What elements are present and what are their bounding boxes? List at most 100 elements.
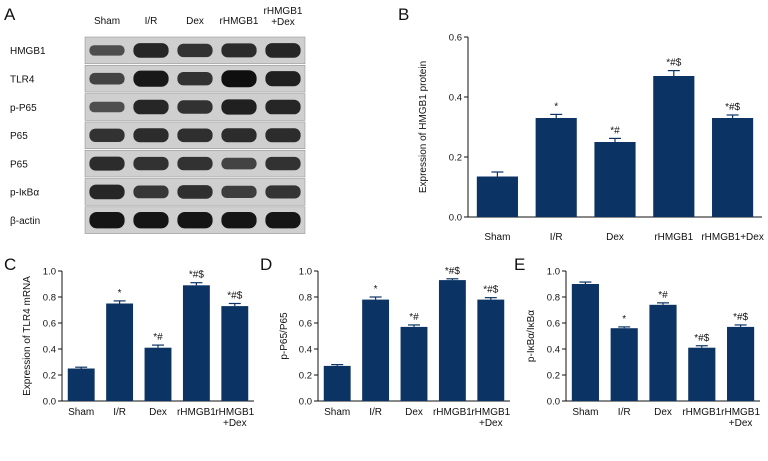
blot-row-label: TLR4 bbox=[10, 74, 35, 85]
y-axis-title: p-P65/P65 bbox=[279, 312, 290, 360]
blot-band bbox=[89, 72, 125, 85]
x-category-label: rHMGB1 bbox=[654, 232, 693, 243]
panel-letter-b: B bbox=[398, 5, 409, 24]
blot-row-label: p-IκBα bbox=[10, 188, 39, 199]
x-category-label: rHMGB1 bbox=[682, 407, 721, 418]
blot-row-label: P65 bbox=[10, 159, 28, 170]
significance-label: *#$ bbox=[227, 291, 242, 302]
y-tick-label: 0.6 bbox=[43, 319, 56, 330]
blot-band bbox=[133, 70, 169, 87]
blot-band bbox=[221, 99, 257, 115]
panel-letter-a: A bbox=[4, 5, 16, 24]
x-category-label: I/R bbox=[113, 407, 126, 418]
significance-label: * bbox=[622, 314, 626, 325]
bar bbox=[400, 326, 428, 401]
x-category-label: Dex bbox=[654, 407, 672, 418]
blot-lane-label: Dex bbox=[186, 16, 204, 27]
y-tick-label: 0.2 bbox=[449, 153, 462, 164]
bar bbox=[106, 303, 134, 401]
significance-label: * bbox=[374, 284, 378, 295]
blot-band bbox=[221, 212, 257, 229]
significance-label: *#$ bbox=[483, 285, 498, 296]
blot-band bbox=[177, 100, 213, 114]
blot-lane-label: Sham bbox=[94, 16, 120, 27]
blot-row-label: HMGB1 bbox=[10, 46, 46, 57]
blot-band bbox=[265, 185, 301, 199]
bar bbox=[323, 365, 351, 401]
blot-lane-label: rHMGB1 bbox=[220, 16, 259, 27]
blot-row-label: p-P65 bbox=[10, 103, 37, 114]
blot-band bbox=[177, 72, 213, 86]
y-tick-label: 0.8 bbox=[43, 293, 56, 304]
significance-label: *#$ bbox=[445, 266, 460, 277]
y-tick-label: 0.0 bbox=[43, 397, 56, 408]
y-tick-label: 0.0 bbox=[547, 397, 560, 408]
x-category-label: I/R bbox=[369, 407, 382, 418]
bar bbox=[727, 326, 755, 401]
y-tick-label: 0.6 bbox=[299, 319, 312, 330]
blot-band bbox=[177, 43, 213, 58]
y-tick-label: 0.4 bbox=[449, 93, 462, 104]
x-category-label: Sham bbox=[484, 232, 510, 243]
blot-band bbox=[133, 99, 169, 115]
blot-row-label: P65 bbox=[10, 131, 28, 142]
x-category-label: Sham bbox=[68, 407, 94, 418]
blot-band bbox=[177, 128, 213, 143]
blot-band bbox=[133, 128, 169, 143]
panel-letter-c: C bbox=[4, 255, 16, 274]
y-tick-label: 0.0 bbox=[449, 213, 462, 224]
blot-band bbox=[133, 43, 169, 58]
bar bbox=[182, 285, 210, 401]
blot-band bbox=[177, 156, 213, 171]
y-tick-label: 1.0 bbox=[547, 267, 560, 278]
significance-label: * bbox=[554, 101, 558, 112]
y-axis-title: Expression of HMGB1 protein bbox=[418, 61, 429, 193]
bar bbox=[653, 76, 695, 217]
y-axis-title: p-IκBα/IκBα bbox=[526, 310, 537, 362]
bar bbox=[221, 306, 249, 401]
significance-label: *#$ bbox=[666, 58, 681, 69]
x-category-label: I/R bbox=[550, 232, 563, 243]
y-tick-label: 0.2 bbox=[299, 371, 312, 382]
bar bbox=[688, 347, 716, 401]
chart-hmgb1-protein: 0.0 0.2 0.4 0.6 Expression of HMGB1 protein S… bbox=[418, 33, 764, 244]
blot-band bbox=[89, 45, 125, 56]
y-tick-label: 0.4 bbox=[547, 345, 560, 356]
blot-band bbox=[133, 185, 169, 199]
x-category-label: rHMGB1 bbox=[433, 407, 472, 418]
y-tick-label: 0.6 bbox=[449, 33, 462, 44]
y-tick-label: 1.0 bbox=[299, 267, 312, 278]
blot-lane-label: I/R bbox=[145, 16, 158, 27]
western-blot-panel: Sham I/R Dex rHMGB1 rHMGB1 +Dex HMGB1 TLR4 p-P65… bbox=[10, 6, 306, 234]
blot-band bbox=[133, 156, 169, 171]
bar bbox=[476, 176, 518, 217]
significance-label: *#$ bbox=[733, 312, 748, 323]
x-category-label: Sham bbox=[324, 407, 350, 418]
y-tick-label: 0.2 bbox=[547, 371, 560, 382]
y-tick-label: 0.4 bbox=[299, 345, 312, 356]
significance-label: *#$ bbox=[189, 270, 204, 281]
x-category-label: I/R bbox=[618, 407, 631, 418]
blot-band bbox=[265, 43, 301, 58]
x-category-label: rHMGB1+Dex bbox=[471, 407, 510, 429]
y-tick-label: 0.6 bbox=[547, 319, 560, 330]
x-category-label: rHMGB1 bbox=[177, 407, 216, 418]
x-category-label: rHMGB1+Dex bbox=[215, 407, 254, 429]
blot-band bbox=[177, 185, 213, 199]
bar bbox=[535, 118, 577, 217]
blot-band bbox=[89, 156, 125, 171]
bar bbox=[610, 328, 638, 401]
chart-p-p65-ratio: 0.0 0.2 0.4 0.6 0.8 1.0 p-P65/P65 Sham * I/R *# Dex… bbox=[279, 266, 511, 429]
blot-band bbox=[89, 128, 125, 142]
significance-label: *# bbox=[153, 332, 163, 343]
x-category-label: rHMGB1+Dex bbox=[701, 232, 764, 243]
bar bbox=[712, 118, 754, 217]
significance-label: *#$ bbox=[725, 102, 740, 113]
blot-row-label: β-actin bbox=[10, 216, 40, 227]
y-tick-label: 0.2 bbox=[43, 371, 56, 382]
blot-band bbox=[89, 184, 125, 200]
x-category-label: rHMGB1+Dex bbox=[721, 407, 760, 429]
blot-band bbox=[265, 99, 301, 115]
blot-band bbox=[265, 212, 301, 229]
significance-label: *# bbox=[658, 290, 668, 301]
